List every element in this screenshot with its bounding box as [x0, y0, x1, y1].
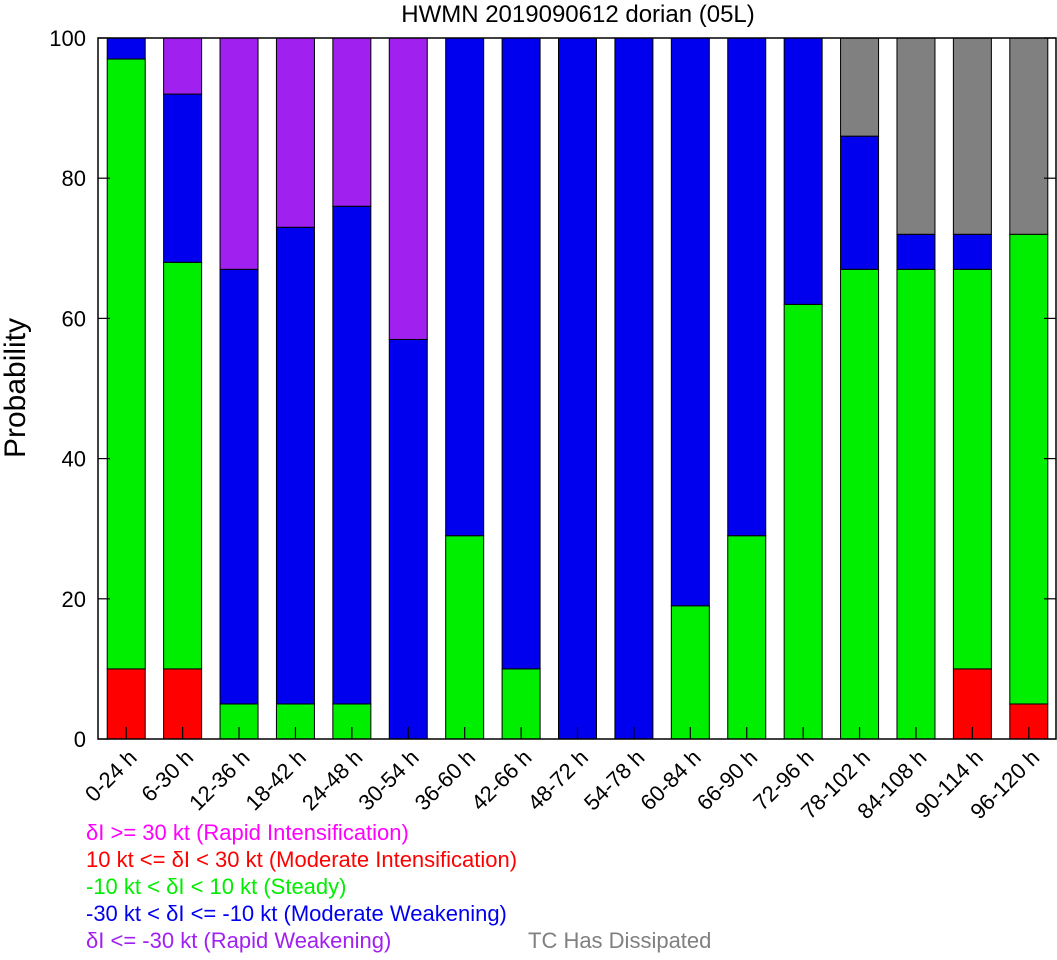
legend-entry: -30 kt < δI <= -10 kt (Moderate Weakenin… — [86, 901, 507, 926]
chart-title: HWMN 2019090612 dorian (05L) — [401, 1, 755, 28]
legend-entry: δI <= -30 kt (Rapid Weakening) — [86, 928, 392, 953]
bar-moderate-weakening — [614, 37, 654, 740]
bar-rapid-weakening — [219, 37, 259, 270]
legend-dissipated: TC Has Dissipated — [528, 928, 712, 953]
x-tick-label: 54-78 h — [579, 745, 649, 815]
y-tick-label: 20 — [62, 587, 86, 612]
bar-dissipated — [840, 37, 880, 137]
bar-steady — [445, 535, 485, 740]
y-tick-label: 40 — [62, 447, 86, 472]
bar-moderate-weakening — [501, 37, 541, 670]
bar-steady — [163, 261, 203, 670]
y-tick-label: 0 — [74, 727, 86, 752]
bar-moderate-weakening — [445, 37, 485, 537]
x-tick-label: 36-60 h — [410, 745, 480, 815]
y-axis-label: Probability — [0, 318, 32, 458]
bar-steady — [783, 303, 823, 740]
bar-rapid-weakening — [388, 37, 428, 340]
bar-rapid-weakening — [163, 37, 203, 95]
x-tick-label: 24-48 h — [297, 745, 367, 815]
bar-steady — [106, 58, 146, 670]
x-tick-label: 12-36 h — [184, 745, 254, 815]
bar-rapid-weakening — [275, 37, 315, 228]
y-tick-label: 100 — [49, 26, 86, 51]
bar-steady — [840, 268, 880, 740]
bars-layer — [106, 37, 1049, 740]
bar-steady — [896, 268, 936, 740]
bar-moderate-weakening — [275, 226, 315, 705]
bar-moderate-weakening — [219, 268, 259, 705]
bar-moderate-weakening — [670, 37, 710, 607]
bar-moderate-weakening — [332, 205, 372, 705]
bar-dissipated — [1009, 37, 1049, 235]
x-tick-label: 42-66 h — [466, 745, 536, 815]
x-tick-label: 48-72 h — [523, 745, 593, 815]
y-tick-label: 60 — [62, 306, 86, 331]
x-tick-label: 0-24 h — [80, 745, 142, 807]
bar-rapid-weakening — [332, 37, 372, 207]
bar-moderate-weakening — [106, 37, 146, 60]
x-tick-label: 60-84 h — [635, 745, 705, 815]
bar-steady — [952, 268, 992, 670]
bar-dissipated — [952, 37, 992, 235]
bar-steady — [727, 535, 767, 740]
legend-entry: 10 kt <= δI < 30 kt (Moderate Intensific… — [86, 847, 518, 872]
bar-dissipated — [896, 37, 936, 235]
x-tick-label: 18-42 h — [241, 745, 311, 815]
legend-entry: δI >= 30 kt (Rapid Intensification) — [86, 820, 409, 845]
bar-moderate-weakening — [840, 135, 880, 270]
x-tick-label: 66-90 h — [692, 745, 762, 815]
bar-steady — [670, 605, 710, 740]
bar-moderate-weakening — [952, 233, 992, 270]
bar-moderate-weakening — [727, 37, 767, 537]
x-tick-label: 30-54 h — [353, 745, 423, 815]
legend-entry: -10 kt < δI < 10 kt (Steady) — [86, 874, 347, 899]
bar-moderate-weakening — [163, 93, 203, 263]
y-tick-label: 80 — [62, 166, 86, 191]
bar-moderate-weakening — [388, 338, 428, 740]
bar-steady — [1009, 233, 1049, 705]
bar-moderate-weakening — [783, 37, 823, 305]
bar-moderate-weakening — [896, 233, 936, 270]
bar-moderate-weakening — [558, 37, 597, 740]
